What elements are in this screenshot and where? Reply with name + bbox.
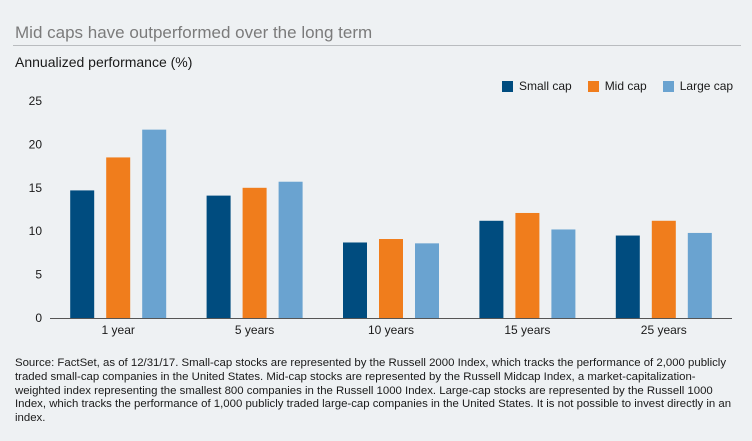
y-tick-label: 25 <box>29 94 43 108</box>
bar-mid-cap <box>515 212 540 318</box>
bar-mid-cap <box>379 239 403 318</box>
x-tick-label: 5 years <box>235 323 274 337</box>
legend-label: Large cap <box>679 79 734 93</box>
legend-label: Small cap <box>519 79 572 93</box>
bar-small-cap <box>343 242 367 318</box>
x-tick-label: 25 years <box>641 323 687 337</box>
y-tick-label: 10 <box>29 224 43 238</box>
y-tick-label: 0 <box>35 311 42 325</box>
legend-item-mid-cap: Mid cap <box>587 79 647 93</box>
y-tick-label: 20 <box>29 137 43 151</box>
x-tick-label: 1 year <box>102 323 135 337</box>
x-tick-label: 10 years <box>368 323 414 337</box>
chart-title: Mid caps have outperformed over the long… <box>15 23 373 42</box>
bar-small-cap <box>70 190 95 318</box>
legend-swatch <box>502 80 513 92</box>
bar-mid-cap <box>106 157 131 318</box>
bar-large-cap <box>142 129 167 318</box>
bar-large-cap <box>687 232 712 318</box>
y-tick-label: 15 <box>29 181 43 195</box>
legend-swatch <box>662 80 674 92</box>
legend-swatch <box>587 80 599 92</box>
source-note: Source: FactSet, as of 12/31/17. Small-c… <box>15 357 732 425</box>
bar-mid-cap <box>651 220 676 318</box>
bar-large-cap <box>551 229 576 318</box>
bar-small-cap <box>206 195 231 318</box>
chart-legend: Small cap Mid cap Large cap <box>502 78 749 94</box>
bar-small-cap <box>615 235 640 318</box>
bar-large-cap <box>278 181 303 318</box>
legend-item-large-cap: Large cap <box>662 79 734 93</box>
legend-item-small-cap: Small cap <box>502 79 572 93</box>
title-divider <box>13 45 741 46</box>
bar-small-cap <box>479 220 504 318</box>
y-axis-label: Annualized performance (%) <box>15 54 193 70</box>
bar-mid-cap <box>242 187 267 318</box>
x-tick-label: 15 years <box>504 323 550 337</box>
legend-label: Mid cap <box>604 79 647 93</box>
bar-large-cap <box>415 243 439 318</box>
y-tick-label: 5 <box>35 268 42 282</box>
